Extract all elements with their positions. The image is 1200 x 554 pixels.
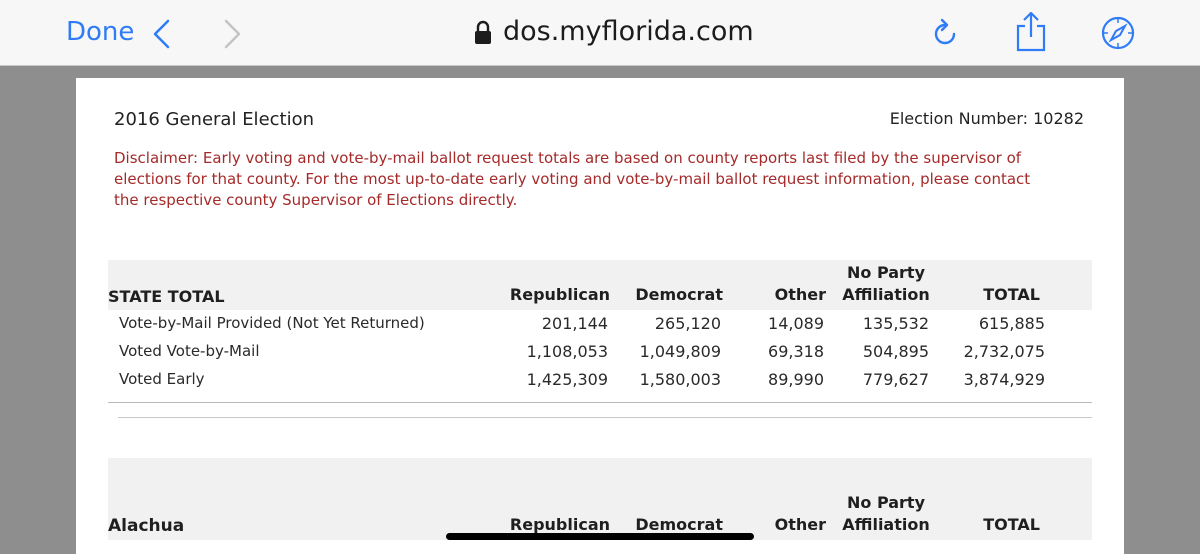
- row-label: Voted Early: [119, 370, 205, 388]
- reload-icon[interactable]: [930, 18, 960, 48]
- share-icon[interactable]: [1013, 10, 1049, 52]
- table-row: Voted Vote-by-Mail 1,108,053 1,049,809 6…: [108, 338, 1092, 366]
- cell-democrat: 265,120: [654, 314, 721, 333]
- cell-no-party: 135,532: [862, 314, 929, 333]
- column-header-no-party-affiliation: No Party Affiliation: [842, 493, 930, 534]
- row-label: Voted Vote-by-Mail: [119, 342, 260, 360]
- table-section-title: Alachua: [108, 516, 185, 536]
- document-page: 2016 General Election Election Number: 1…: [76, 78, 1124, 554]
- lock-icon: [475, 20, 491, 44]
- column-header-democrat: Democrat: [635, 515, 723, 534]
- disclaimer-text: Disclaimer: Early voting and vote-by-mai…: [114, 149, 1031, 209]
- browser-toolbar: Done dos.myflorida.com: [0, 0, 1200, 66]
- column-header-no-party-affiliation: No Party Affiliation: [842, 263, 930, 304]
- cell-no-party: 504,895: [862, 342, 929, 361]
- column-header-republican: Republican: [509, 285, 610, 304]
- column-header-republican: Republican: [509, 515, 610, 534]
- column-header-total: TOTAL: [983, 515, 1040, 534]
- cell-other: 69,318: [768, 342, 824, 361]
- back-chevron-icon[interactable]: [150, 18, 174, 50]
- column-header-total: TOTAL: [983, 285, 1040, 304]
- cell-republican: 1,425,309: [526, 370, 608, 389]
- cell-republican: 1,108,053: [526, 342, 608, 361]
- column-header-other: Other: [774, 285, 826, 304]
- done-button[interactable]: Done: [66, 17, 135, 47]
- forward-chevron-icon[interactable]: [220, 18, 244, 50]
- cell-democrat: 1,049,809: [639, 342, 721, 361]
- cell-total: 2,732,075: [963, 342, 1045, 361]
- compass-icon[interactable]: [1100, 15, 1136, 51]
- divider: [118, 417, 1092, 418]
- table-section-title: STATE TOTAL: [108, 287, 225, 306]
- election-number: Election Number: 10282: [889, 109, 1084, 128]
- home-indicator[interactable]: [446, 533, 754, 540]
- column-header-other: Other: [774, 515, 826, 534]
- state-total-table: STATE TOTAL Republican Democrat Other No…: [108, 260, 1092, 418]
- table-row: Vote-by-Mail Provided (Not Yet Returned)…: [108, 310, 1092, 338]
- row-label: Vote-by-Mail Provided (Not Yet Returned): [119, 314, 425, 332]
- table-row: Voted Early 1,425,309 1,580,003 89,990 7…: [108, 366, 1092, 394]
- url-display[interactable]: dos.myflorida.com: [503, 16, 754, 47]
- cell-other: 14,089: [768, 314, 824, 333]
- cell-republican: 201,144: [541, 314, 608, 333]
- cell-other: 89,990: [768, 370, 824, 389]
- cell-total: 615,885: [978, 314, 1045, 333]
- cell-democrat: 1,580,003: [639, 370, 721, 389]
- divider: [108, 402, 1092, 403]
- table-header: Alachua Republican Democrat Other No Par…: [108, 458, 1092, 540]
- column-header-democrat: Democrat: [635, 285, 723, 304]
- county-table: Alachua Republican Democrat Other No Par…: [108, 458, 1092, 540]
- cell-no-party: 779,627: [862, 370, 929, 389]
- cell-total: 3,874,929: [963, 370, 1045, 389]
- table-header: STATE TOTAL Republican Democrat Other No…: [108, 260, 1092, 310]
- document-title: 2016 General Election: [114, 109, 315, 130]
